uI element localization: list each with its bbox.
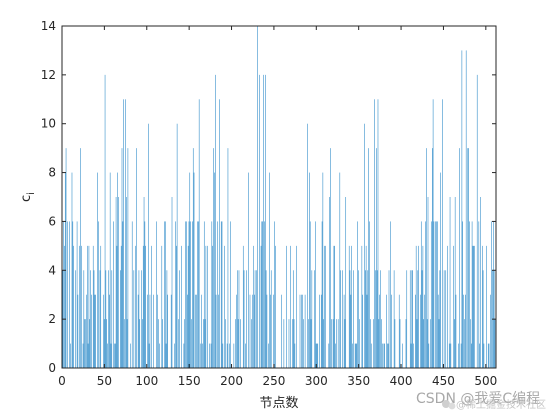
plot-background [62, 26, 496, 368]
x-tick-label: 300 [305, 374, 328, 388]
watermark-subtext: @稀土掘金技术社区 [456, 398, 546, 411]
x-tick-label: 500 [474, 374, 497, 388]
x-tick-label: 400 [390, 374, 413, 388]
y-tick-label: 6 [48, 214, 56, 228]
y-axis-label-main: c [19, 195, 34, 202]
x-tick-label: 0 [58, 374, 66, 388]
x-tick-label: 450 [432, 374, 455, 388]
x-tick-label: 150 [178, 374, 201, 388]
x-tick-label: 200 [220, 374, 243, 388]
y-tick-label: 10 [41, 117, 56, 131]
x-tick-label: 50 [97, 374, 112, 388]
x-axis-label: 节点数 [259, 396, 298, 411]
x-axis-ticks: 0 50 100 150 200 250 300 350 400 450 500 [58, 26, 497, 388]
watermark: CSDN @我爱C编程 @稀土掘金技术社区 [416, 391, 546, 411]
y-tick-label: 0 [48, 361, 56, 375]
y-axis-label-subscript: i [26, 192, 37, 195]
x-tick-label: 100 [135, 374, 158, 388]
y-tick-label: 12 [41, 68, 56, 82]
y-tick-label: 4 [48, 263, 56, 277]
y-tick-label: 8 [48, 166, 56, 180]
wechat-icon [442, 400, 456, 410]
y-axis-label: ci [19, 192, 37, 202]
plot-frame [61, 25, 497, 369]
x-tick-label: 350 [347, 374, 370, 388]
y-tick-label: 2 [48, 312, 56, 326]
x-tick-label: 250 [262, 374, 285, 388]
y-axis-ticks: 0 2 4 6 8 10 12 14 [41, 19, 496, 375]
y-tick-label: 14 [41, 19, 56, 33]
